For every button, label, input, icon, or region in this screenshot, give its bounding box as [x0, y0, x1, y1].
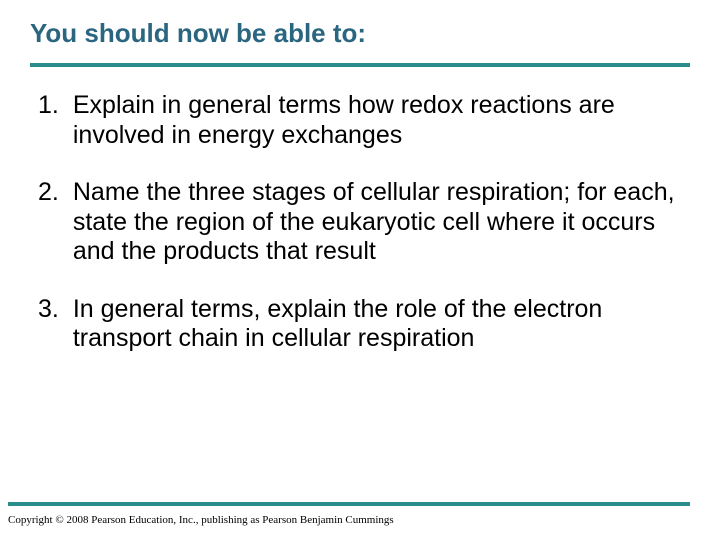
list-number: 1.: [38, 91, 73, 150]
list-item: 2. Name the three stages of cellular res…: [38, 178, 690, 267]
copyright-text: Copyright © 2008 Pearson Education, Inc.…: [8, 514, 394, 526]
list-text: Explain in general terms how redox react…: [73, 91, 690, 150]
list-number: 3.: [38, 295, 73, 354]
divider-top: [30, 63, 690, 67]
divider-bottom: [8, 502, 690, 506]
objectives-list: 1. Explain in general terms how redox re…: [30, 91, 690, 354]
list-item: 3. In general terms, explain the role of…: [38, 295, 690, 354]
slide-title: You should now be able to:: [30, 18, 690, 49]
list-item: 1. Explain in general terms how redox re…: [38, 91, 690, 150]
list-number: 2.: [38, 178, 73, 267]
list-text: In general terms, explain the role of th…: [73, 295, 690, 354]
list-text: Name the three stages of cellular respir…: [73, 178, 690, 267]
slide: You should now be able to: 1. Explain in…: [0, 0, 720, 540]
